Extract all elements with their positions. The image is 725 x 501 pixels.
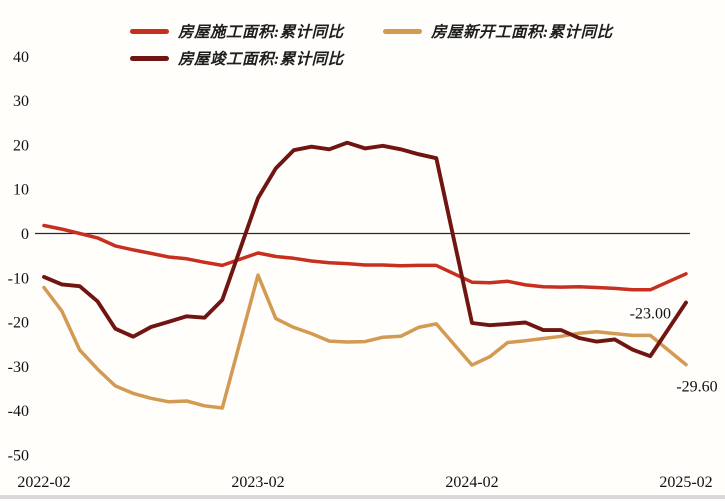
data-label: -23.00	[630, 305, 671, 322]
legend-item-completion: 房屋竣工面积:累计同比	[130, 48, 344, 68]
y-tick-label: -50	[8, 448, 29, 465]
legend-item-construction: 房屋施工面积:累计同比	[130, 21, 344, 41]
x-tick-label: 2022-02	[17, 474, 70, 491]
bottom-border	[0, 495, 725, 499]
y-tick-label: 10	[13, 182, 29, 199]
legend-swatch-new-starts	[383, 28, 422, 34]
legend-swatch-completion	[130, 55, 169, 61]
y-tick-label: 30	[13, 93, 29, 110]
legend-swatch-construction	[130, 28, 169, 34]
x-tick-label: 2025-02	[659, 474, 712, 491]
x-tick-label: 2024-02	[445, 474, 498, 491]
y-tick-label: 0	[21, 226, 29, 243]
y-tick-label: -40	[8, 403, 29, 420]
data-label: -29.60	[676, 379, 717, 396]
x-tick-label: 2023-02	[231, 474, 284, 491]
series-line-completion	[42, 140, 688, 359]
legend-label: 房屋新开工面积:累计同比	[431, 24, 613, 41]
y-tick-label: -30	[8, 359, 29, 376]
legend-label: 房屋竣工面积:累计同比	[178, 51, 344, 68]
y-tick-label: -10	[8, 270, 29, 287]
legend-item-new-starts: 房屋新开工面积:累计同比	[383, 21, 613, 41]
series-line-construction	[42, 223, 688, 292]
legend-label: 房屋施工面积:累计同比	[178, 24, 344, 41]
y-tick-label: 20	[13, 137, 29, 154]
y-tick-label: 40	[13, 49, 29, 66]
y-tick-label: -20	[8, 315, 29, 332]
